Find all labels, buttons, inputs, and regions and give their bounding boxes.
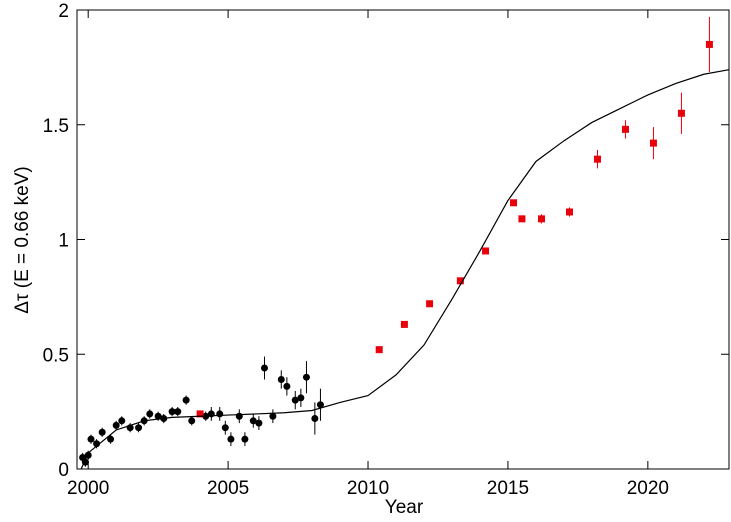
data-point [154,412,162,420]
data-point [302,373,310,381]
data-point [649,139,657,147]
data-point [174,408,182,416]
data-point [168,408,176,416]
data-point [593,155,601,163]
data-point [621,125,629,133]
x-tick-label: 2010 [347,478,389,499]
data-point [216,410,224,418]
data-point [311,415,319,423]
fit-line [80,69,730,470]
data-point [538,215,546,223]
data-point [182,396,190,404]
data-point [235,412,243,420]
x-tick-label: 2000 [67,478,109,499]
data-point [316,401,324,409]
data-point [87,435,95,443]
y-axis-label: Δτ (E = 0.66 keV) [12,166,33,313]
data-point [107,435,115,443]
data-point [221,424,229,432]
x-tick-label: 2020 [627,478,669,499]
data-point [269,412,277,420]
data-point [297,394,305,402]
data-point [277,375,285,383]
y-tick-label: 1.5 [43,116,69,137]
y-tick-label: 0.5 [43,345,69,366]
data-point [283,382,291,390]
data-point [98,428,106,436]
data-point [260,364,268,372]
data-point [196,410,204,418]
data-point [241,435,249,443]
data-point [112,421,120,429]
plot-frame [76,9,730,470]
y-tick-label: 2 [58,1,69,22]
data-point [375,346,383,354]
data-point [188,417,196,425]
y-tick-label: 0 [58,460,69,481]
data-point [255,419,263,427]
data-point [705,40,713,48]
data-point [456,277,464,285]
data-point [482,247,490,255]
data-point [518,215,526,223]
data-point [291,396,299,404]
data-point [146,410,154,418]
x-tick-label: 2015 [487,478,529,499]
data-point [135,424,143,432]
data-point [510,199,518,207]
data-point [400,320,408,328]
data-point [249,417,257,425]
x-tick-label: 2005 [207,478,249,499]
x-axis-label: Year [385,497,424,517]
data-point [565,208,573,216]
data-point [677,109,685,117]
data-point [227,435,235,443]
data-point [93,440,101,448]
data-point [426,300,434,308]
y-tick-label: 1 [58,231,69,252]
data-point [118,417,126,425]
